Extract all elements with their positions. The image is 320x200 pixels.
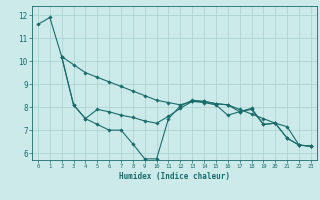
X-axis label: Humidex (Indice chaleur): Humidex (Indice chaleur) [119, 172, 230, 181]
